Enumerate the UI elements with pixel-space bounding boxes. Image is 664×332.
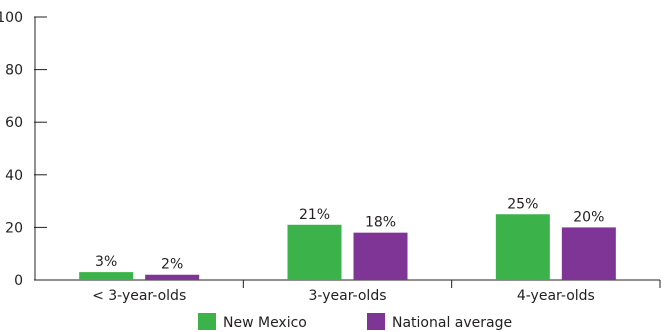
bar [287, 224, 342, 280]
y-tick-label: 60 [5, 115, 23, 131]
legend-label: National average [392, 315, 512, 331]
data-label: 20% [573, 209, 604, 225]
data-label: 3% [95, 254, 117, 270]
y-tick-label: 100 [0, 10, 23, 26]
y-tick-label: 20 [5, 220, 23, 236]
bar [495, 214, 550, 280]
x-axis: < 3-year-olds 3-year-olds 4-year-olds [35, 279, 661, 304]
data-label: 18% [365, 215, 396, 231]
bar [353, 232, 408, 280]
legend-swatch [367, 313, 385, 330]
x-tick-label: < 3-year-olds [92, 288, 186, 304]
data-label: 2% [161, 257, 183, 273]
legend-swatch [198, 313, 216, 330]
y-tick-label: 40 [5, 168, 23, 184]
data-label: 25% [507, 196, 538, 212]
bars: 3% 2% 21% 18% 25% 20% [79, 196, 616, 280]
data-label: 21% [299, 207, 330, 223]
y-tick-label: 80 [5, 63, 23, 79]
legend-label: New Mexico [223, 315, 307, 331]
y-tick-label: 0 [14, 273, 23, 289]
x-tick-label: 3-year-olds [309, 288, 387, 304]
bar [145, 274, 200, 280]
y-axis: 0 20 40 60 80 100 [0, 10, 47, 289]
bar [79, 272, 134, 280]
legend: New Mexico National average [198, 313, 512, 331]
x-tick-label: 4-year-olds [517, 288, 595, 304]
bar [561, 227, 616, 280]
